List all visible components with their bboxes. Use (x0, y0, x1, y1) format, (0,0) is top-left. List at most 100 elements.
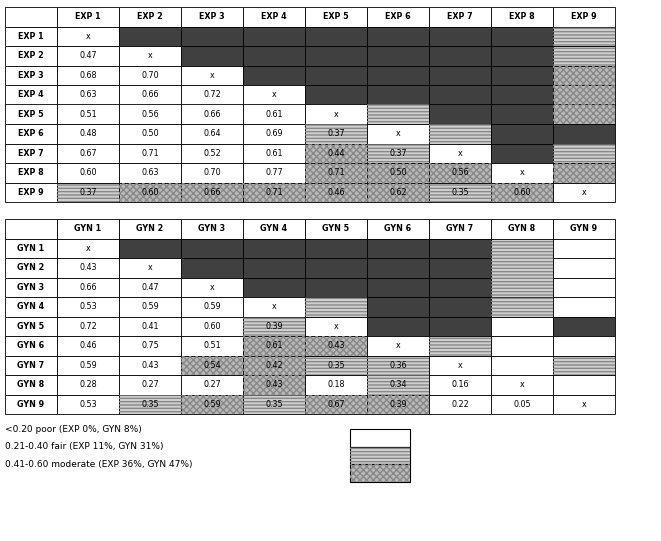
Bar (350, 464, 410, 481)
Text: GYN 6: GYN 6 (385, 225, 412, 233)
Text: x: x (272, 302, 276, 311)
Text: GYN 4: GYN 4 (260, 225, 288, 233)
Text: 0.46: 0.46 (79, 341, 97, 350)
Bar (491, 278, 553, 297)
Text: x: x (520, 380, 524, 390)
Text: 0.66: 0.66 (203, 110, 221, 119)
Bar (367, 163, 429, 182)
Bar (491, 239, 553, 258)
Bar (5, 394, 57, 414)
Text: x: x (334, 322, 338, 331)
Bar (181, 104, 243, 124)
Bar (491, 182, 553, 202)
Bar (243, 65, 305, 85)
Bar (57, 316, 119, 336)
Text: 0.27: 0.27 (141, 380, 159, 390)
Bar (57, 336, 119, 355)
Bar (305, 239, 367, 258)
Bar (553, 143, 615, 163)
Bar (119, 336, 181, 355)
Bar (243, 375, 305, 394)
Bar (367, 124, 429, 143)
Text: <0.20 poor (EXP 0%, GYN 8%): <0.20 poor (EXP 0%, GYN 8%) (5, 425, 141, 433)
Text: 0.56: 0.56 (451, 168, 469, 177)
Text: 0.41: 0.41 (141, 322, 159, 331)
Text: x: x (210, 71, 214, 80)
Bar (243, 316, 305, 336)
Text: 0.60: 0.60 (141, 188, 159, 197)
Text: EXP 3: EXP 3 (19, 71, 44, 80)
Bar (119, 163, 181, 182)
Text: x: x (582, 400, 586, 409)
Bar (429, 355, 491, 375)
Bar (491, 104, 553, 124)
Bar (305, 355, 367, 375)
Bar (243, 316, 305, 336)
Bar (429, 219, 491, 239)
Text: x: x (520, 168, 524, 177)
Text: 0.62: 0.62 (389, 188, 407, 197)
Bar (243, 355, 305, 375)
Text: 0.37: 0.37 (327, 129, 345, 138)
Bar (553, 27, 615, 46)
Text: 0.70: 0.70 (141, 71, 159, 80)
Bar (429, 27, 491, 46)
Text: 0.71: 0.71 (265, 188, 283, 197)
Bar (350, 446, 410, 464)
Text: GYN 1: GYN 1 (75, 225, 102, 233)
Bar (5, 27, 57, 46)
Bar (57, 219, 119, 239)
Bar (57, 85, 119, 104)
Bar (429, 394, 491, 414)
Bar (491, 297, 553, 316)
Bar (181, 394, 243, 414)
Bar (553, 182, 615, 202)
Bar (181, 124, 243, 143)
Bar (429, 239, 491, 258)
Text: 0.43: 0.43 (79, 263, 97, 272)
Bar (305, 316, 367, 336)
Text: EXP 3: EXP 3 (199, 12, 225, 21)
Text: 0.59: 0.59 (203, 302, 221, 311)
Text: x: x (272, 90, 276, 99)
Bar (5, 85, 57, 104)
Bar (367, 239, 429, 258)
Bar (553, 163, 615, 182)
Bar (553, 355, 615, 375)
Bar (305, 143, 367, 163)
Bar (367, 278, 429, 297)
Bar (57, 182, 119, 202)
Bar (57, 124, 119, 143)
Bar (57, 375, 119, 394)
Bar (5, 163, 57, 182)
Bar (553, 65, 615, 85)
Text: GYN 2: GYN 2 (17, 263, 45, 272)
Text: x: x (396, 129, 401, 138)
Bar (367, 316, 429, 336)
Bar (367, 297, 429, 316)
Text: EXP 2: EXP 2 (137, 12, 163, 21)
Text: EXP 1: EXP 1 (19, 32, 44, 41)
Bar (305, 394, 367, 414)
Bar (553, 375, 615, 394)
Bar (181, 297, 243, 316)
Text: x: x (210, 283, 214, 292)
Bar (350, 429, 410, 446)
Bar (5, 143, 57, 163)
Bar (305, 163, 367, 182)
Bar (429, 65, 491, 85)
Text: 0.53: 0.53 (79, 302, 97, 311)
Bar (305, 124, 367, 143)
Bar (305, 182, 367, 202)
Bar (119, 85, 181, 104)
Bar (5, 104, 57, 124)
Bar (243, 258, 305, 278)
Text: GYN 2: GYN 2 (136, 225, 164, 233)
Bar (181, 85, 243, 104)
Bar (367, 85, 429, 104)
Bar (305, 278, 367, 297)
Bar (243, 278, 305, 297)
Bar (57, 278, 119, 297)
Bar (5, 65, 57, 85)
Bar (57, 297, 119, 316)
